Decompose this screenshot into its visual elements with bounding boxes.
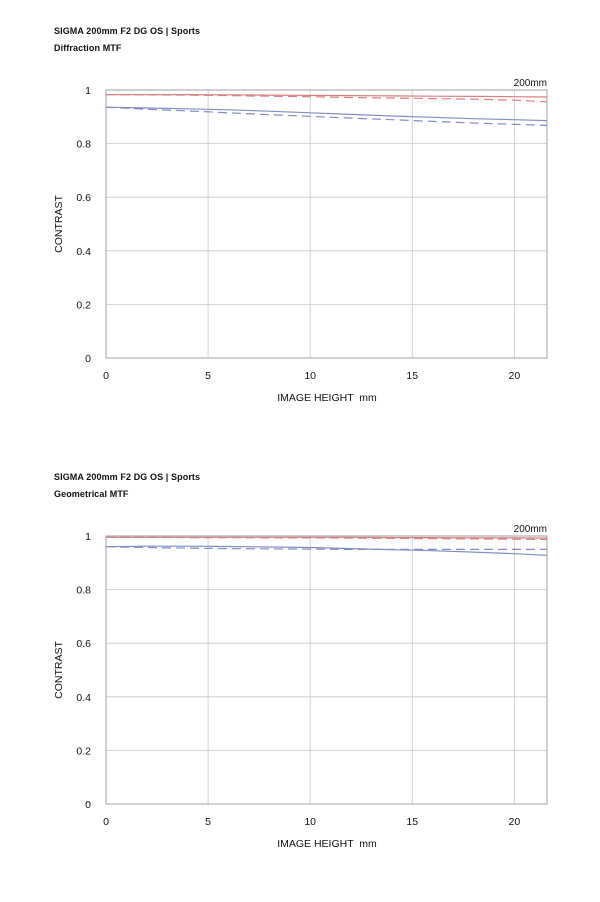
x-axis-label: IMAGE HEIGHT mm	[277, 392, 377, 404]
y-tick-label: 1	[85, 85, 91, 97]
x-tick-label: 15	[406, 370, 418, 382]
series-line	[106, 536, 548, 541]
x-tick-label: 5	[205, 816, 211, 828]
y-tick-label: 0.2	[76, 745, 91, 757]
y-tick-label: 0.2	[76, 299, 91, 311]
x-tick-label: 20	[508, 370, 520, 382]
chart-title: SIGMA 200mm F2 DG OS | Sports	[54, 26, 201, 36]
y-tick-label: 0.4	[76, 692, 91, 704]
chart-subtitle: Diffraction MTF	[54, 43, 122, 53]
plot-frame	[105, 535, 548, 805]
series-line	[105, 546, 547, 551]
y-tick-label: 1	[85, 531, 91, 543]
chart-title: SIGMA 200mm F2 DG OS | Sports	[54, 472, 201, 482]
y-tick-label: 0.4	[76, 246, 91, 258]
y-tick-label: 0.6	[76, 638, 91, 650]
focal-length-label: 200mm	[514, 524, 547, 535]
diffraction-mtf-panel: SIGMA 200mm F2 DG OS | Sports Diffractio…	[53, 26, 548, 404]
x-tick-label: 5	[205, 370, 211, 382]
series-line	[105, 106, 548, 126]
y-tick-label: 0.6	[76, 192, 91, 204]
x-tick-label: 0	[103, 370, 109, 382]
geometrical-mtf-panel: SIGMA 200mm F2 DG OS | Sports Geometrica…	[0, 446, 600, 897]
x-axis-label: IMAGE HEIGHT mm	[277, 838, 377, 850]
x-tick-label: 0	[103, 816, 109, 828]
plot-frame	[105, 89, 548, 359]
y-tick-label: 0.8	[76, 585, 91, 597]
chart-subtitle: Geometrical MTF	[54, 489, 129, 499]
series-line	[106, 536, 548, 539]
y-axis-label: CONTRAST	[53, 195, 65, 253]
series-line	[106, 93, 548, 98]
series-line	[105, 94, 548, 103]
y-tick-label: 0	[85, 799, 91, 811]
y-axis-label: CONTRAST	[53, 641, 65, 699]
series-line	[105, 545, 548, 556]
y-tick-label: 0.8	[76, 139, 91, 151]
y-tick-label: 0	[85, 353, 91, 365]
x-tick-label: 10	[304, 370, 316, 382]
x-tick-label: 15	[406, 816, 418, 828]
focal-length-label: 200mm	[514, 78, 547, 89]
x-tick-label: 20	[508, 816, 520, 828]
series-line	[105, 106, 548, 122]
x-tick-label: 10	[304, 816, 316, 828]
